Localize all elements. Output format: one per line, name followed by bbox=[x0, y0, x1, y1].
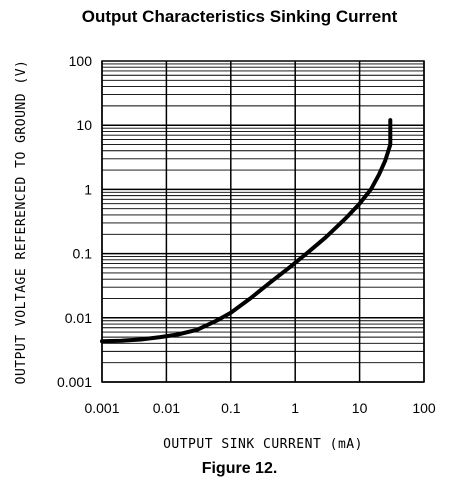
x-tick-label: 0.1 bbox=[221, 400, 241, 416]
data-series-line bbox=[100, 118, 393, 344]
y-tick-label: 0.1 bbox=[73, 246, 93, 262]
y-tick-label: 10 bbox=[76, 117, 92, 133]
y-tick-label: 0.01 bbox=[65, 310, 92, 326]
chart-title: Output Characteristics Sinking Current bbox=[81, 7, 398, 26]
x-tick-label: 100 bbox=[412, 400, 436, 416]
y-tick-label: 1 bbox=[84, 181, 92, 197]
y-tick-label: 100 bbox=[69, 53, 93, 69]
plot-frame bbox=[101, 60, 425, 383]
y-tick-labels: 0.001 0.01 0.1 1 10 100 bbox=[57, 53, 92, 390]
y-axis-label: OUTPUT VOLTAGE REFERENCED TO GROUND (V) bbox=[14, 60, 29, 385]
x-tick-label: 0.01 bbox=[153, 400, 180, 416]
x-tick-label: 1 bbox=[291, 400, 299, 416]
x-tick-labels: 0.001 0.01 0.1 1 10 100 bbox=[84, 400, 435, 416]
chart-grid bbox=[101, 61, 425, 383]
x-tick-label: 0.001 bbox=[84, 400, 119, 416]
y-tick-label: 0.001 bbox=[57, 374, 92, 390]
x-axis-label: OUTPUT SINK CURRENT (mA) bbox=[163, 437, 363, 452]
x-tick-label: 10 bbox=[352, 400, 368, 416]
figure-caption: Figure 12. bbox=[201, 460, 278, 477]
